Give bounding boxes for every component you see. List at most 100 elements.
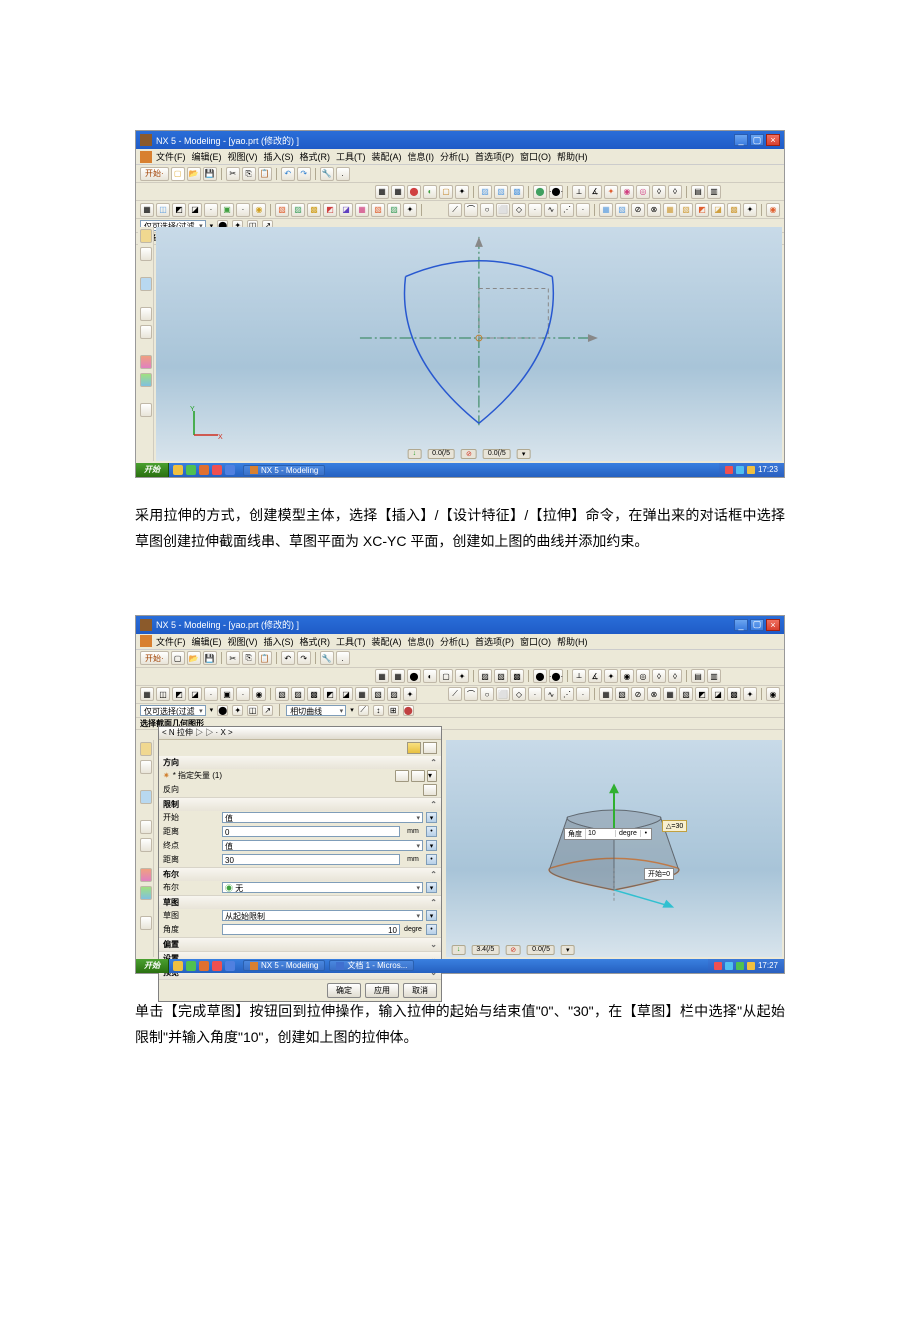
- ql-icon[interactable]: [225, 465, 235, 475]
- tb-icon[interactable]: ·: [236, 687, 250, 701]
- section-offset[interactable]: 偏置⌄: [159, 938, 441, 951]
- tb-icon[interactable]: ◪: [188, 687, 202, 701]
- filter-select[interactable]: 仅可选择(过滤: [140, 705, 206, 716]
- tb-icon[interactable]: ◉: [766, 203, 780, 217]
- tb-icon[interactable]: ◐: [423, 669, 437, 683]
- menu-info[interactable]: 信息(I): [408, 150, 435, 163]
- tray-icon[interactable]: [736, 466, 744, 474]
- redo-icon[interactable]: ↷: [297, 167, 311, 181]
- tb-icon[interactable]: ✦: [604, 185, 618, 199]
- menu-insert[interactable]: 插入(S): [264, 150, 294, 163]
- cut-icon[interactable]: ✂: [226, 167, 240, 181]
- tb-icon[interactable]: ▢: [439, 669, 453, 683]
- tb-icon[interactable]: ◩: [695, 687, 709, 701]
- nav-icon[interactable]: [140, 355, 152, 369]
- tb-icon[interactable]: ○: [480, 203, 494, 217]
- tb-icon[interactable]: ✦: [743, 687, 757, 701]
- tb-icon[interactable]: ▧: [679, 687, 693, 701]
- nav-icon[interactable]: [140, 886, 152, 900]
- tray-icon[interactable]: [736, 962, 744, 970]
- ql-icon[interactable]: [212, 465, 222, 475]
- nav-icon[interactable]: [140, 307, 152, 321]
- tb-icon[interactable]: ▧: [679, 203, 693, 217]
- menu-assembly[interactable]: 装配(A): [372, 635, 402, 648]
- tool-icon[interactable]: .: [336, 651, 350, 665]
- tb-icon[interactable]: ▥: [707, 185, 721, 199]
- tb-icon[interactable]: ⬤: [533, 185, 547, 199]
- tb-icon[interactable]: ◎: [636, 185, 650, 199]
- filter-icon[interactable]: ↕: [373, 705, 384, 716]
- tb-icon[interactable]: ▦: [391, 185, 405, 199]
- tb-icon[interactable]: ▩: [510, 669, 524, 683]
- tb-icon[interactable]: ⌒: [464, 203, 478, 217]
- nav-icon[interactable]: [140, 868, 152, 882]
- tb-icon[interactable]: ▥: [707, 669, 721, 683]
- filter-icon[interactable]: ⬤: [217, 705, 228, 716]
- menu-view[interactable]: 视图(V): [228, 150, 258, 163]
- cut-icon[interactable]: ✂: [226, 651, 240, 665]
- tb-icon[interactable]: ▣: [220, 203, 234, 217]
- tb-icon[interactable]: ▦: [140, 203, 154, 217]
- tb-icon[interactable]: ∡: [588, 185, 602, 199]
- tb-icon[interactable]: ·⬤·: [549, 185, 563, 199]
- tb-icon[interactable]: ·⬤·: [549, 669, 563, 683]
- tb-icon[interactable]: ▨: [387, 203, 401, 217]
- tb-icon[interactable]: ◇: [512, 687, 526, 701]
- apply-button[interactable]: 应用: [365, 983, 399, 998]
- nav-icon[interactable]: [140, 820, 152, 834]
- dd-icon[interactable]: ▾: [426, 882, 437, 893]
- tb-icon[interactable]: ◊: [668, 669, 682, 683]
- filter-icon[interactable]: ✦: [232, 705, 243, 716]
- tb-icon[interactable]: ▦: [375, 185, 389, 199]
- end-dist-input[interactable]: 30: [222, 854, 400, 865]
- tb-icon[interactable]: ▧: [615, 687, 629, 701]
- tb-icon[interactable]: ✦: [604, 669, 618, 683]
- tool-icon[interactable]: 🔧: [320, 651, 334, 665]
- tb-icon[interactable]: ⊘: [631, 203, 645, 217]
- tb-icon[interactable]: ⬤: [533, 669, 547, 683]
- undo-icon[interactable]: ↶: [281, 651, 295, 665]
- nav-icon[interactable]: [140, 838, 152, 852]
- tb-icon[interactable]: ▦: [599, 687, 613, 701]
- ql-icon[interactable]: [212, 961, 222, 971]
- paste-icon[interactable]: 📋: [258, 651, 272, 665]
- tb-icon[interactable]: ◪: [339, 687, 353, 701]
- tb-icon[interactable]: ▦: [355, 203, 369, 217]
- menu-prefs[interactable]: 首选项(P): [475, 150, 514, 163]
- dd-icon[interactable]: •: [426, 854, 437, 865]
- tb-icon[interactable]: ✦: [403, 203, 417, 217]
- tb-icon[interactable]: ▩: [727, 687, 741, 701]
- save-icon[interactable]: 💾: [203, 651, 217, 665]
- menu-window[interactable]: 窗口(O): [520, 150, 551, 163]
- tray-icon[interactable]: [747, 466, 755, 474]
- tb-icon[interactable]: ⟂: [572, 669, 586, 683]
- section-draft[interactable]: 草图⌃: [159, 896, 441, 909]
- nav-icon[interactable]: [140, 247, 152, 261]
- menu-file[interactable]: 文件(F): [156, 635, 186, 648]
- nav-icon[interactable]: [140, 916, 152, 930]
- tb-icon[interactable]: ▨: [478, 669, 492, 683]
- nav-icon[interactable]: [140, 403, 152, 417]
- redo-icon[interactable]: ↷: [297, 651, 311, 665]
- draft-select[interactable]: 从起始限制: [222, 910, 423, 921]
- tb-icon[interactable]: ▦: [140, 687, 154, 701]
- tb-icon[interactable]: ◩: [695, 203, 709, 217]
- filter-icon[interactable]: ⬤: [403, 705, 414, 716]
- tb-icon[interactable]: ◪: [711, 687, 725, 701]
- dd-icon[interactable]: ▾: [426, 840, 437, 851]
- tb-icon[interactable]: ◊: [668, 185, 682, 199]
- vector-btn[interactable]: ▾: [427, 770, 437, 782]
- tb-icon[interactable]: ▦: [599, 203, 613, 217]
- tb-icon[interactable]: ·: [204, 687, 218, 701]
- tb-icon[interactable]: ◪: [188, 203, 202, 217]
- tb-icon[interactable]: ◉: [766, 687, 780, 701]
- filter-icon[interactable]: ⟋: [358, 705, 369, 716]
- tb-icon[interactable]: ◉: [620, 185, 634, 199]
- close-button[interactable]: ×: [766, 619, 780, 631]
- tb-icon[interactable]: ▦: [663, 687, 677, 701]
- copy-icon[interactable]: ⎘: [242, 167, 256, 181]
- start-button[interactable]: 开始: [136, 463, 169, 477]
- tb-icon[interactable]: ⊗: [647, 687, 661, 701]
- tb-icon[interactable]: ⟂: [572, 185, 586, 199]
- section-icon[interactable]: [407, 742, 421, 754]
